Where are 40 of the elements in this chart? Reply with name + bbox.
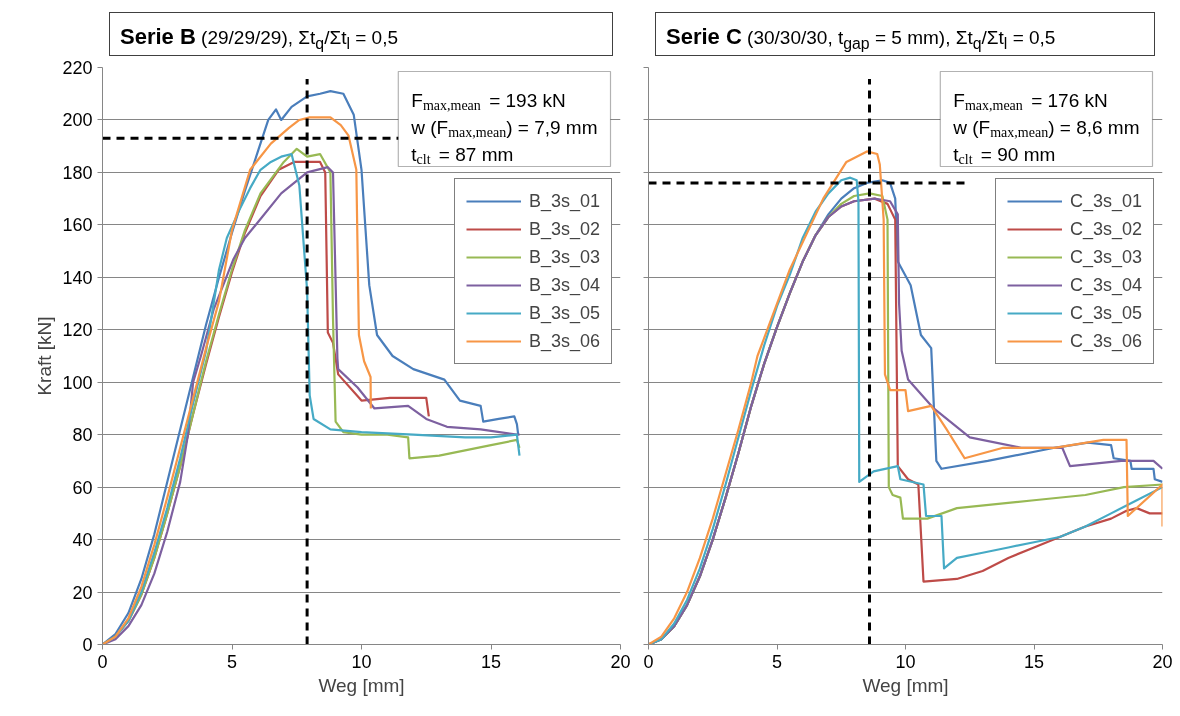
x-tick-label: 0 [643, 651, 654, 672]
legend-label: C_3s_02 [1069, 218, 1142, 240]
chart-title: Serie B (29/29/29), Σt$_{q}$/Σt$_{l}$ = 0,5 [120, 23, 399, 54]
y-tick-label: 100 [62, 372, 93, 393]
legend-label: B_3s_05 [528, 302, 600, 324]
x-tick-label: 15 [480, 651, 502, 672]
x-tick-label: 0 [97, 651, 108, 672]
legend-label: B_3s_03 [528, 246, 600, 268]
y-tick-label: 80 [72, 425, 93, 446]
y-tick-label: 220 [62, 58, 93, 78]
legend-label: B_3s_06 [528, 330, 600, 352]
chart-title: Serie C (30/30/30, t$_{gap}$ = 5 mm), Σt$_{q}$/Σt$_{l}$ = 0,5 [666, 23, 1056, 54]
legend-label: B_3s_02 [528, 218, 600, 240]
x-tick-label: 15 [1023, 651, 1045, 672]
y-axis-title: Kraft [kN] [34, 316, 56, 396]
x-tick-label: 10 [895, 651, 916, 672]
legend-label: B_3s_04 [528, 274, 600, 296]
x-tick-label: 20 [610, 651, 631, 672]
x-tick-label: 10 [351, 651, 372, 672]
x-tick-label: 20 [1152, 651, 1173, 672]
x-axis-title: Weg [mm] [318, 674, 405, 696]
legend-label: C_3s_05 [1069, 302, 1142, 324]
y-tick-label: 20 [72, 582, 93, 603]
legend-label: C_3s_03 [1069, 246, 1142, 268]
y-tick-label: 160 [62, 215, 93, 236]
y-tick-label: 40 [72, 530, 93, 551]
y-tick-label: 60 [72, 477, 93, 498]
x-axis-title: Weg [mm] [862, 674, 949, 696]
line-series [102, 116, 372, 645]
y-tick-label: 180 [62, 162, 93, 183]
legend-label: C_3s_06 [1069, 330, 1142, 352]
y-tick-label: 120 [62, 320, 93, 341]
y-tick-label: 200 [62, 110, 93, 131]
x-tick-label: 5 [226, 651, 238, 672]
y-tick-label: 0 [82, 635, 93, 655]
legend-label: B_3s_01 [528, 190, 600, 212]
legend-label: C_3s_01 [1069, 190, 1142, 212]
legend-label: C_3s_04 [1069, 274, 1142, 296]
y-tick-label: 140 [62, 267, 93, 288]
x-tick-label: 5 [771, 651, 783, 672]
